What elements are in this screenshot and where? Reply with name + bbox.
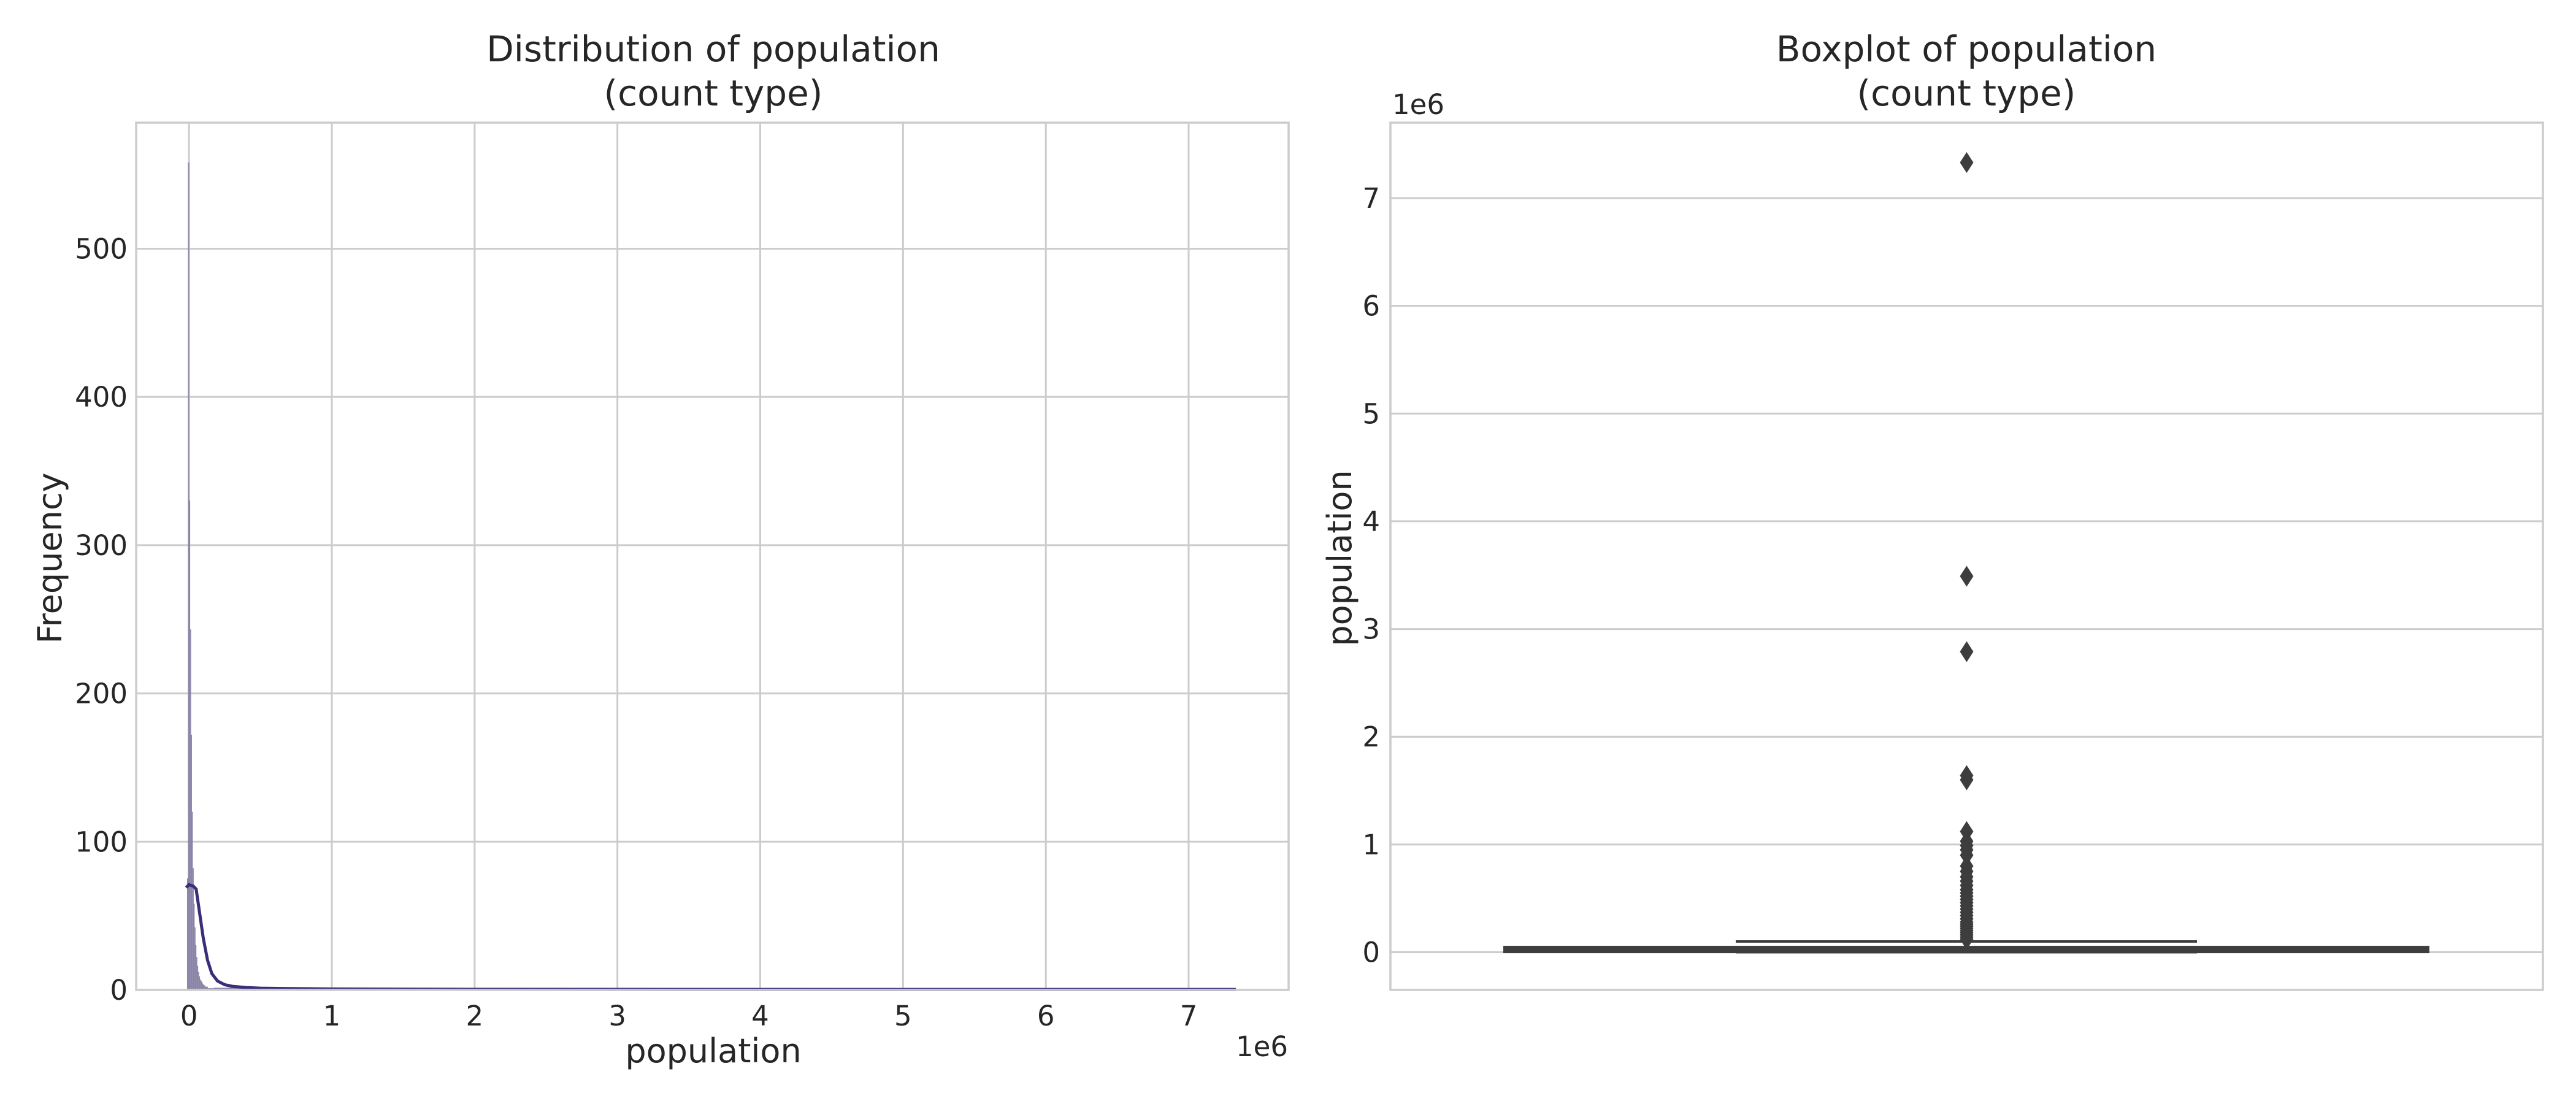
box-y-tick-label: 3 (1362, 613, 1380, 646)
hist-x-tick-label: 6 (1037, 1000, 1055, 1032)
hist-y-tick-labels: 0 100 200 300 400 500 (75, 232, 128, 1006)
box-y-tick-label: 0 (1362, 937, 1380, 969)
hist-x-tick-label: 7 (1180, 1000, 1198, 1032)
box-outlier (1960, 641, 1974, 662)
box-outlier (1960, 151, 1974, 173)
box-axes-frame (1389, 121, 2544, 991)
hist-grid (136, 123, 1289, 991)
hist-title-line1: Distribution of population (486, 28, 940, 70)
box-y-tick-label: 1 (1362, 829, 1380, 861)
hist-x-tick-labels: 0 1 2 3 4 5 6 7 (180, 1000, 1198, 1032)
hist-y-tick-label: 500 (75, 232, 128, 265)
box-y-tick-label: 2 (1362, 721, 1380, 753)
box-title-line2: (count type) (1857, 72, 2076, 114)
hist-kde-line (185, 883, 1236, 991)
hist-x-tick-label: 4 (751, 1000, 769, 1032)
histogram-panel: Distribution of population (count type) … (31, 28, 1290, 1070)
hist-x-tick-label: 5 (894, 1000, 912, 1032)
boxplot-panel: Boxplot of population (count type) 0 1 2 3 4… (1321, 28, 2544, 991)
hist-x-tick-label: 0 (180, 1000, 198, 1032)
hist-axes-frame (135, 121, 1290, 991)
hist-y-axis-label: Frequency (31, 473, 69, 644)
hist-x-offset-text: 1e6 (1236, 1030, 1288, 1063)
hist-title-line2: (count type) (604, 72, 823, 114)
hist-y-tick-label: 200 (75, 678, 128, 710)
hist-bars (186, 162, 1236, 991)
hist-y-tick-label: 300 (75, 529, 128, 562)
box-y-axis-label: population (1321, 470, 1359, 646)
box-outlier (1960, 565, 1974, 587)
box-outlier (1960, 769, 1974, 791)
box-y-tick-label: 6 (1362, 290, 1380, 323)
box-title-line1: Boxplot of population (1776, 28, 2156, 70)
hist-y-tick-label: 100 (75, 826, 128, 858)
hist-y-tick-label: 0 (110, 974, 128, 1006)
box-y-offset-text: 1e6 (1392, 88, 1444, 121)
box-outliers (1960, 151, 1974, 950)
hist-x-tick-label: 1 (323, 1000, 341, 1032)
box-y-tick-label: 7 (1362, 182, 1380, 215)
hist-x-axis-label: population (625, 1032, 801, 1070)
box-y-tick-label: 4 (1362, 505, 1380, 538)
hist-x-tick-label: 2 (466, 1000, 484, 1032)
box-y-tick-label: 5 (1362, 397, 1380, 430)
box-y-tick-labels: 0 1 2 3 4 5 6 7 (1362, 182, 1380, 969)
box-outlier (1960, 929, 1974, 950)
box-outlier (1960, 845, 1974, 866)
hist-y-tick-label: 400 (75, 381, 128, 413)
hist-x-tick-label: 3 (608, 1000, 626, 1032)
